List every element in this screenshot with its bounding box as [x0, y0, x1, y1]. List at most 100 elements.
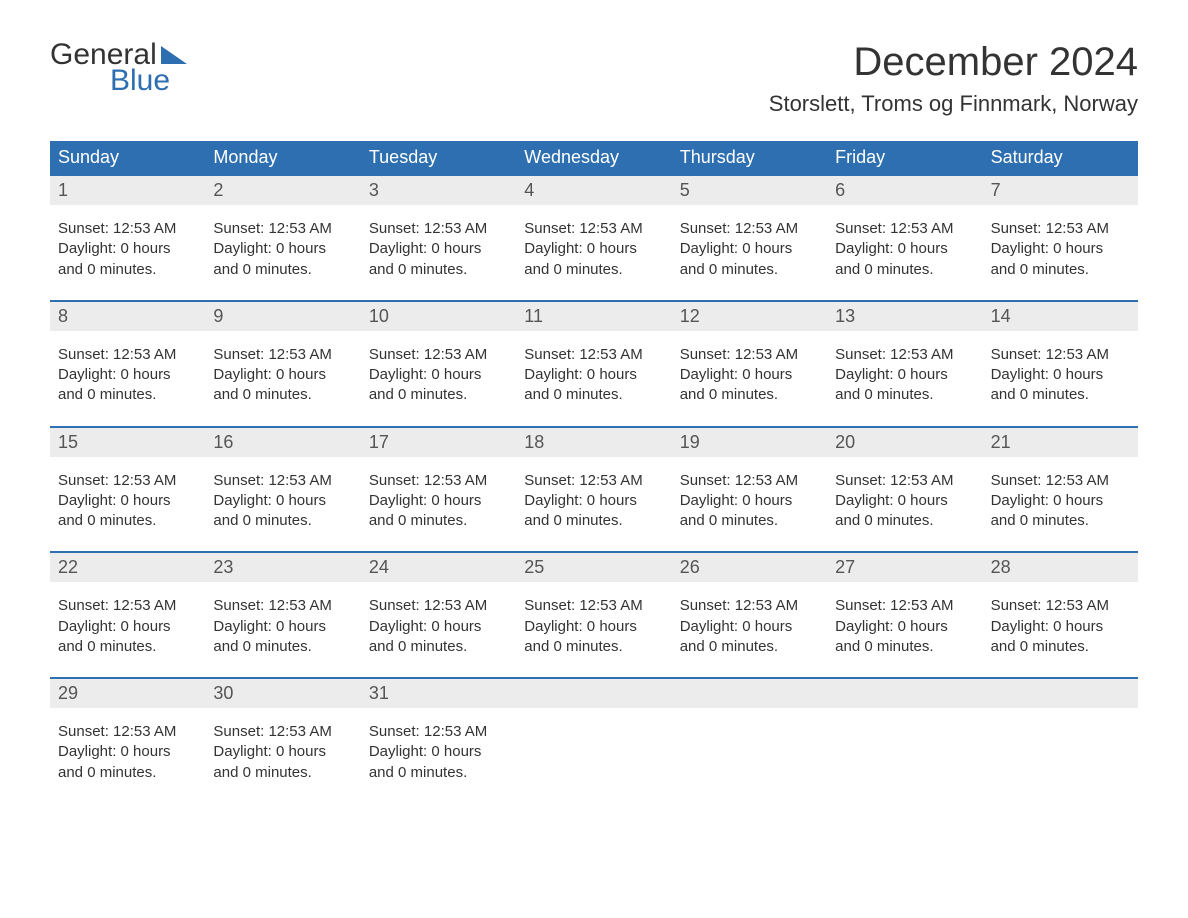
day-cell: Sunset: 12:53 AMDaylight: 0 hoursand 0 m…: [205, 708, 360, 803]
sunset-text: Sunset: 12:53 AM: [369, 345, 508, 365]
daylight-line2: and 0 minutes.: [524, 637, 663, 657]
day-cell: Sunset: 12:53 AMDaylight: 0 hoursand 0 m…: [827, 205, 982, 300]
day-cell: Sunset: 12:53 AMDaylight: 0 hoursand 0 m…: [50, 582, 205, 677]
day-cell: Sunset: 12:53 AMDaylight: 0 hoursand 0 m…: [827, 331, 982, 426]
daylight-line2: and 0 minutes.: [58, 260, 197, 280]
daylight-line1: Daylight: 0 hours: [369, 239, 508, 259]
daylight-line1: Daylight: 0 hours: [369, 491, 508, 511]
daylight-line2: and 0 minutes.: [835, 511, 974, 531]
daynum-row: 15 16 17 18 19 20 21: [50, 428, 1138, 457]
day-number: 28: [983, 553, 1138, 582]
day-number: 26: [672, 553, 827, 582]
daylight-line2: and 0 minutes.: [369, 511, 508, 531]
week-row: 8 9 10 11 12 13 14 Sunset: 12:53 AMDayli…: [50, 300, 1138, 426]
weekday-friday: Friday: [827, 141, 982, 174]
day-cell: [516, 708, 671, 803]
day-number: [827, 679, 982, 708]
daylight-line2: and 0 minutes.: [524, 385, 663, 405]
day-number: 4: [516, 176, 671, 205]
daynum-row: 29 30 31: [50, 679, 1138, 708]
logo: General Blue: [50, 40, 187, 96]
daylight-line1: Daylight: 0 hours: [680, 365, 819, 385]
weekday-wednesday: Wednesday: [516, 141, 671, 174]
day-number: [516, 679, 671, 708]
day-cell: Sunset: 12:53 AMDaylight: 0 hoursand 0 m…: [205, 331, 360, 426]
daynum-row: 8 9 10 11 12 13 14: [50, 302, 1138, 331]
daylight-line2: and 0 minutes.: [680, 385, 819, 405]
sunset-text: Sunset: 12:53 AM: [680, 345, 819, 365]
title-block: December 2024 Storslett, Troms og Finnma…: [769, 40, 1138, 117]
daynum-row: 1 2 3 4 5 6 7: [50, 176, 1138, 205]
day-number: 19: [672, 428, 827, 457]
sunset-text: Sunset: 12:53 AM: [213, 345, 352, 365]
day-cell: Sunset: 12:53 AMDaylight: 0 hoursand 0 m…: [361, 205, 516, 300]
day-number: 29: [50, 679, 205, 708]
day-cell: Sunset: 12:53 AMDaylight: 0 hoursand 0 m…: [827, 457, 982, 552]
day-number: 15: [50, 428, 205, 457]
daylight-line1: Daylight: 0 hours: [369, 742, 508, 762]
day-cell: Sunset: 12:53 AMDaylight: 0 hoursand 0 m…: [983, 457, 1138, 552]
sunset-text: Sunset: 12:53 AM: [524, 596, 663, 616]
day-number: 21: [983, 428, 1138, 457]
day-cell: Sunset: 12:53 AMDaylight: 0 hoursand 0 m…: [672, 331, 827, 426]
daylight-line2: and 0 minutes.: [835, 637, 974, 657]
sunset-text: Sunset: 12:53 AM: [213, 722, 352, 742]
day-number: 23: [205, 553, 360, 582]
daylight-line2: and 0 minutes.: [680, 637, 819, 657]
sunset-text: Sunset: 12:53 AM: [58, 219, 197, 239]
weekday-tuesday: Tuesday: [361, 141, 516, 174]
day-number: 12: [672, 302, 827, 331]
daylight-line2: and 0 minutes.: [58, 763, 197, 783]
daylight-line2: and 0 minutes.: [835, 385, 974, 405]
day-number: 9: [205, 302, 360, 331]
day-cell: Sunset: 12:53 AMDaylight: 0 hoursand 0 m…: [827, 582, 982, 677]
daylight-line1: Daylight: 0 hours: [369, 365, 508, 385]
day-cell: Sunset: 12:53 AMDaylight: 0 hoursand 0 m…: [50, 457, 205, 552]
day-cell: Sunset: 12:53 AMDaylight: 0 hoursand 0 m…: [516, 331, 671, 426]
daylight-line1: Daylight: 0 hours: [524, 491, 663, 511]
day-cell: Sunset: 12:53 AMDaylight: 0 hoursand 0 m…: [361, 582, 516, 677]
daylight-line1: Daylight: 0 hours: [213, 742, 352, 762]
day-cell: Sunset: 12:53 AMDaylight: 0 hoursand 0 m…: [50, 331, 205, 426]
weekday-sunday: Sunday: [50, 141, 205, 174]
logo-triangle-icon: [161, 46, 187, 64]
calendar: Sunday Monday Tuesday Wednesday Thursday…: [50, 141, 1138, 803]
day-cell: [672, 708, 827, 803]
day-number: 10: [361, 302, 516, 331]
sunset-text: Sunset: 12:53 AM: [369, 471, 508, 491]
day-number: 5: [672, 176, 827, 205]
day-cell: [827, 708, 982, 803]
sunset-text: Sunset: 12:53 AM: [58, 596, 197, 616]
daylight-line1: Daylight: 0 hours: [680, 491, 819, 511]
day-cell: Sunset: 12:53 AMDaylight: 0 hoursand 0 m…: [205, 582, 360, 677]
day-cell: Sunset: 12:53 AMDaylight: 0 hoursand 0 m…: [516, 582, 671, 677]
weekday-monday: Monday: [205, 141, 360, 174]
sunset-text: Sunset: 12:53 AM: [991, 345, 1130, 365]
daylight-line2: and 0 minutes.: [213, 260, 352, 280]
daylight-line1: Daylight: 0 hours: [58, 491, 197, 511]
daylight-line1: Daylight: 0 hours: [213, 365, 352, 385]
daylight-line2: and 0 minutes.: [835, 260, 974, 280]
day-number: 25: [516, 553, 671, 582]
daylight-line1: Daylight: 0 hours: [58, 239, 197, 259]
day-number: 3: [361, 176, 516, 205]
day-number: 22: [50, 553, 205, 582]
daylight-line1: Daylight: 0 hours: [58, 365, 197, 385]
daylight-line2: and 0 minutes.: [58, 385, 197, 405]
day-number: 2: [205, 176, 360, 205]
week-row: 22 23 24 25 26 27 28 Sunset: 12:53 AMDay…: [50, 551, 1138, 677]
day-cell: Sunset: 12:53 AMDaylight: 0 hoursand 0 m…: [205, 205, 360, 300]
daylight-line2: and 0 minutes.: [991, 260, 1130, 280]
day-cell: Sunset: 12:53 AMDaylight: 0 hoursand 0 m…: [50, 205, 205, 300]
location-text: Storslett, Troms og Finnmark, Norway: [769, 91, 1138, 117]
daylight-line1: Daylight: 0 hours: [835, 617, 974, 637]
day-number: 13: [827, 302, 982, 331]
header: General Blue December 2024 Storslett, Tr…: [50, 40, 1138, 117]
daylight-line2: and 0 minutes.: [213, 637, 352, 657]
daylight-line2: and 0 minutes.: [991, 385, 1130, 405]
day-cell: Sunset: 12:53 AMDaylight: 0 hoursand 0 m…: [672, 457, 827, 552]
daylight-line2: and 0 minutes.: [524, 260, 663, 280]
sunset-text: Sunset: 12:53 AM: [524, 219, 663, 239]
daylight-line1: Daylight: 0 hours: [835, 239, 974, 259]
daylight-line2: and 0 minutes.: [991, 637, 1130, 657]
